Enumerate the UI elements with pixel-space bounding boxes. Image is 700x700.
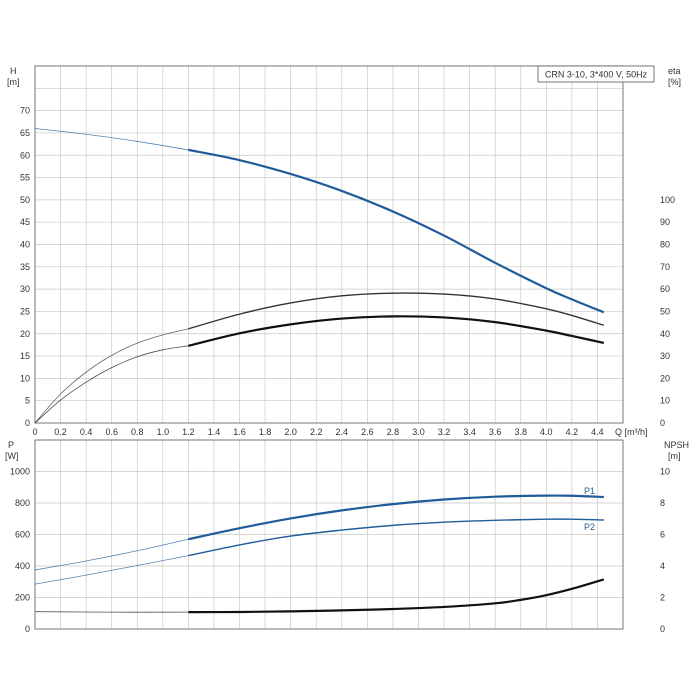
upper-plot-frame — [34, 65, 624, 424]
eta-tick-label: 40 — [660, 329, 670, 339]
h-tick-label: 10 — [20, 373, 30, 383]
efficiency-curve-2-extrapolated — [34, 345, 189, 424]
h-tick-label: 55 — [20, 173, 30, 183]
h-axis-symbol: H — [10, 66, 17, 76]
upper-axis-labels: H [m] eta [%] Q [m³/h] — [7, 66, 681, 437]
npsh-curve — [188, 578, 605, 614]
eta-tick-label: 70 — [660, 262, 670, 272]
x-tick-label: 0.4 — [80, 427, 93, 437]
title-box: CRN 3-10, 3*400 V, 50Hz — [537, 65, 655, 83]
p1-curve-extrapolated — [34, 538, 189, 571]
series-labels: P1 P2 — [584, 486, 595, 532]
npsh-tick-label: 4 — [660, 561, 665, 571]
h-tick-label: 15 — [20, 351, 30, 361]
x-tick-label: 0 — [32, 427, 37, 437]
h-axis-unit: [m] — [7, 77, 20, 87]
h-tick-label: 30 — [20, 284, 30, 294]
x-tick-label: 0.6 — [105, 427, 118, 437]
lower-axis-labels: P [W] NPSH [m] — [5, 440, 689, 461]
p-axis-symbol: P — [8, 440, 14, 450]
h-tick-label: 35 — [20, 262, 30, 272]
x-tick-label: 3.6 — [489, 427, 502, 437]
eta-axis-symbol: eta — [668, 66, 681, 76]
p-tick-label: 400 — [15, 561, 30, 571]
tick-labels: 0 0.2 0.4 0.6 0.8 1.0 1.2 1.4 1.6 1.8 2.0 2.2 2.4 2.6… — [10, 106, 675, 634]
x-tick-label: 1.2 — [182, 427, 195, 437]
npsh-axis-symbol: NPSH — [664, 440, 689, 450]
eta-tick-label: 50 — [660, 306, 670, 316]
x-tick-label: 0.8 — [131, 427, 144, 437]
npsh-tick-label: 8 — [660, 498, 665, 508]
x-tick-label: 4.2 — [566, 427, 579, 437]
npsh-tick-label: 6 — [660, 530, 665, 540]
grid — [35, 66, 623, 629]
x-tick-label: 2.8 — [387, 427, 400, 437]
p-tick-label: 0 — [25, 624, 30, 634]
x-tick-label: 3.2 — [438, 427, 451, 437]
x-tick-label: 1.6 — [233, 427, 246, 437]
p-tick-label: 1000 — [10, 467, 30, 477]
x-tick-label: 1.8 — [259, 427, 272, 437]
npsh-tick-label: 2 — [660, 593, 665, 603]
plot-frames — [34, 65, 624, 630]
p-tick-label: 600 — [15, 530, 30, 540]
efficiency-curve-1 — [188, 292, 605, 330]
h-tick-label: 50 — [20, 195, 30, 205]
p-axis-unit: [W] — [5, 451, 19, 461]
eta-tick-label: 60 — [660, 284, 670, 294]
x-tick-label: 3.0 — [412, 427, 425, 437]
x-tick-label: 4.4 — [591, 427, 604, 437]
x-tick-label: 2.4 — [336, 427, 349, 437]
x-tick-label: 2.0 — [284, 427, 297, 437]
eta-tick-label: 80 — [660, 240, 670, 250]
p-tick-label: 200 — [15, 593, 30, 603]
h-tick-label: 5 — [25, 396, 30, 406]
h-tick-label: 20 — [20, 329, 30, 339]
x-tick-label: 1.4 — [208, 427, 221, 437]
p1-label: P1 — [584, 486, 595, 496]
npsh-tick-label: 10 — [660, 467, 670, 477]
h-tick-label: 0 — [25, 418, 30, 428]
p1-curve — [188, 494, 604, 541]
h-tick-label: 45 — [20, 217, 30, 227]
eta-tick-label: 10 — [660, 396, 670, 406]
npsh-curve-extrapolated — [34, 611, 189, 613]
x-tick-label: 3.8 — [514, 427, 527, 437]
p2-curve — [188, 518, 604, 557]
p2-curve-extrapolated — [34, 555, 189, 585]
efficiency-curve-2 — [188, 315, 605, 347]
lower-plot-frame — [34, 439, 624, 630]
head-curve — [188, 148, 605, 314]
eta-tick-label: 100 — [660, 195, 675, 205]
x-tick-label: 2.2 — [310, 427, 323, 437]
eta-axis-unit: [%] — [668, 77, 681, 87]
eta-tick-label: 20 — [660, 373, 670, 383]
p-tick-label: 800 — [15, 498, 30, 508]
h-tick-label: 60 — [20, 150, 30, 160]
npsh-tick-label: 0 — [660, 624, 665, 634]
chart-title: CRN 3-10, 3*400 V, 50Hz — [545, 70, 648, 80]
x-tick-label: 3.4 — [463, 427, 476, 437]
h-tick-label: 65 — [20, 128, 30, 138]
x-tick-label: 1.0 — [157, 427, 170, 437]
eta-tick-label: 30 — [660, 351, 670, 361]
eta-tick-label: 90 — [660, 217, 670, 227]
curves — [34, 128, 605, 614]
x-tick-label: 2.6 — [361, 427, 374, 437]
eta-tick-label: 0 — [660, 418, 665, 428]
x-tick-label: 4.0 — [540, 427, 553, 437]
x-tick-label: 0.2 — [54, 427, 67, 437]
h-tick-label: 25 — [20, 306, 30, 316]
p2-label: P2 — [584, 522, 595, 532]
q-axis-label: Q [m³/h] — [615, 427, 648, 437]
h-tick-label: 70 — [20, 106, 30, 116]
npsh-axis-unit: [m] — [668, 451, 681, 461]
head-curve-extrapolated — [34, 128, 189, 151]
efficiency-curve-1-extrapolated — [34, 328, 189, 424]
h-tick-label: 40 — [20, 240, 30, 250]
